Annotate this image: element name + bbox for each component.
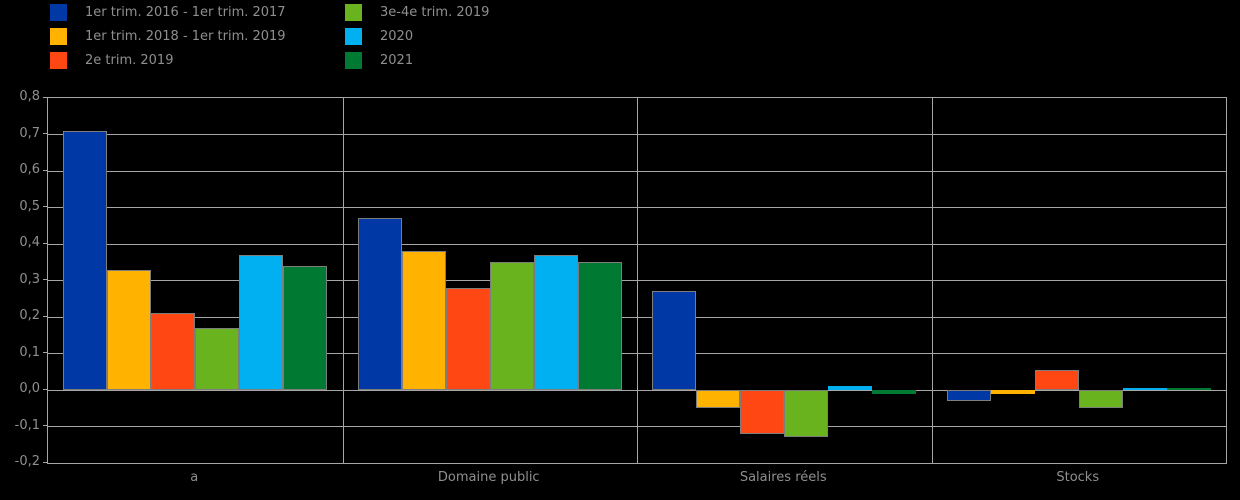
bar-a-s5 xyxy=(283,265,327,390)
y-tick-mark xyxy=(43,388,47,390)
bar-salaires-réels-s0 xyxy=(652,291,696,390)
bar-domaine-public-s4 xyxy=(533,254,578,390)
bar-salaires-réels-s4 xyxy=(828,386,872,390)
panel-separator xyxy=(637,98,638,463)
y-tick-mark xyxy=(43,96,47,98)
bar-salaires-réels-s2 xyxy=(740,390,784,434)
x-category-label: Domaine public xyxy=(437,470,540,485)
bar-salaires-réels-s1 xyxy=(696,390,740,409)
bar-a-s3 xyxy=(195,327,239,390)
y-tick-label: 0,3 xyxy=(19,271,40,287)
x-category-label: Salaires réels xyxy=(739,470,827,485)
y-tick-label: 0,0 xyxy=(19,381,40,396)
bar-stocks-s5 xyxy=(1166,388,1211,390)
y-tick-mark xyxy=(43,425,47,426)
y-tick-label: 0,5 xyxy=(19,198,40,214)
panel-separator xyxy=(343,98,344,463)
bar-domaine-public-s0 xyxy=(357,218,402,390)
legend-swatch xyxy=(50,4,67,21)
legend-swatch xyxy=(345,4,362,21)
legend-label: 2020 xyxy=(380,29,414,44)
legend-label: 2021 xyxy=(380,53,414,68)
legend-swatch xyxy=(50,28,67,45)
legend-label: 2e trim. 2019 xyxy=(85,53,174,68)
y-tick-label: -0,2 xyxy=(14,454,40,469)
y-tick-label: 0,8 xyxy=(19,89,40,104)
plot-area xyxy=(47,97,1227,464)
y-tick-mark xyxy=(43,242,47,244)
bar-a-s2 xyxy=(151,313,195,390)
panel-separator xyxy=(932,98,933,463)
x-category-label: Stocks xyxy=(1056,470,1100,485)
y-tick-mark xyxy=(43,352,47,353)
y-tick-mark xyxy=(43,169,47,171)
y-tick-label: 0,4 xyxy=(19,235,40,250)
bar-a-s0 xyxy=(63,130,107,390)
bar-domaine-public-s5 xyxy=(577,262,622,390)
bar-stocks-s4 xyxy=(1122,388,1167,390)
y-tick-mark xyxy=(43,206,47,207)
legend-label: 3e-4e trim. 2019 xyxy=(380,5,490,20)
bar-stocks-s1 xyxy=(990,390,1035,394)
bar-stocks-s0 xyxy=(946,390,991,401)
y-tick-mark xyxy=(43,461,47,463)
y-tick-label: 0,6 xyxy=(19,162,40,177)
bar-salaires-réels-s5 xyxy=(872,390,916,394)
y-tick-label: -0,1 xyxy=(14,417,40,433)
legend-label: 1er trim. 2016 - 1er trim. 2017 xyxy=(85,5,286,20)
legend: 1er trim. 2016 - 1er trim. 2017 1er trim.… xyxy=(0,0,1240,90)
legend-swatch xyxy=(50,52,67,69)
legend-label: 1er trim. 2018 - 1er trim. 2019 xyxy=(85,29,286,44)
y-tick-mark xyxy=(43,133,47,134)
bar-a-s1 xyxy=(107,269,151,390)
legend-swatch xyxy=(345,52,362,69)
y-tick-mark xyxy=(43,315,47,317)
y-tick-label: 0,1 xyxy=(19,344,40,360)
y-tick-mark xyxy=(43,279,47,280)
bar-domaine-public-s3 xyxy=(489,262,534,390)
y-tick-label: 0,7 xyxy=(19,125,40,141)
bar-stocks-s2 xyxy=(1034,369,1079,390)
bar-domaine-public-s2 xyxy=(445,287,490,390)
bar-stocks-s3 xyxy=(1078,390,1123,409)
bar-salaires-réels-s3 xyxy=(784,390,828,438)
x-category-label: a xyxy=(190,470,199,485)
bar-a-s4 xyxy=(239,254,283,390)
bar-domaine-public-s1 xyxy=(401,251,446,390)
y-tick-label: 0,2 xyxy=(19,308,40,323)
legend-swatch xyxy=(345,28,362,45)
